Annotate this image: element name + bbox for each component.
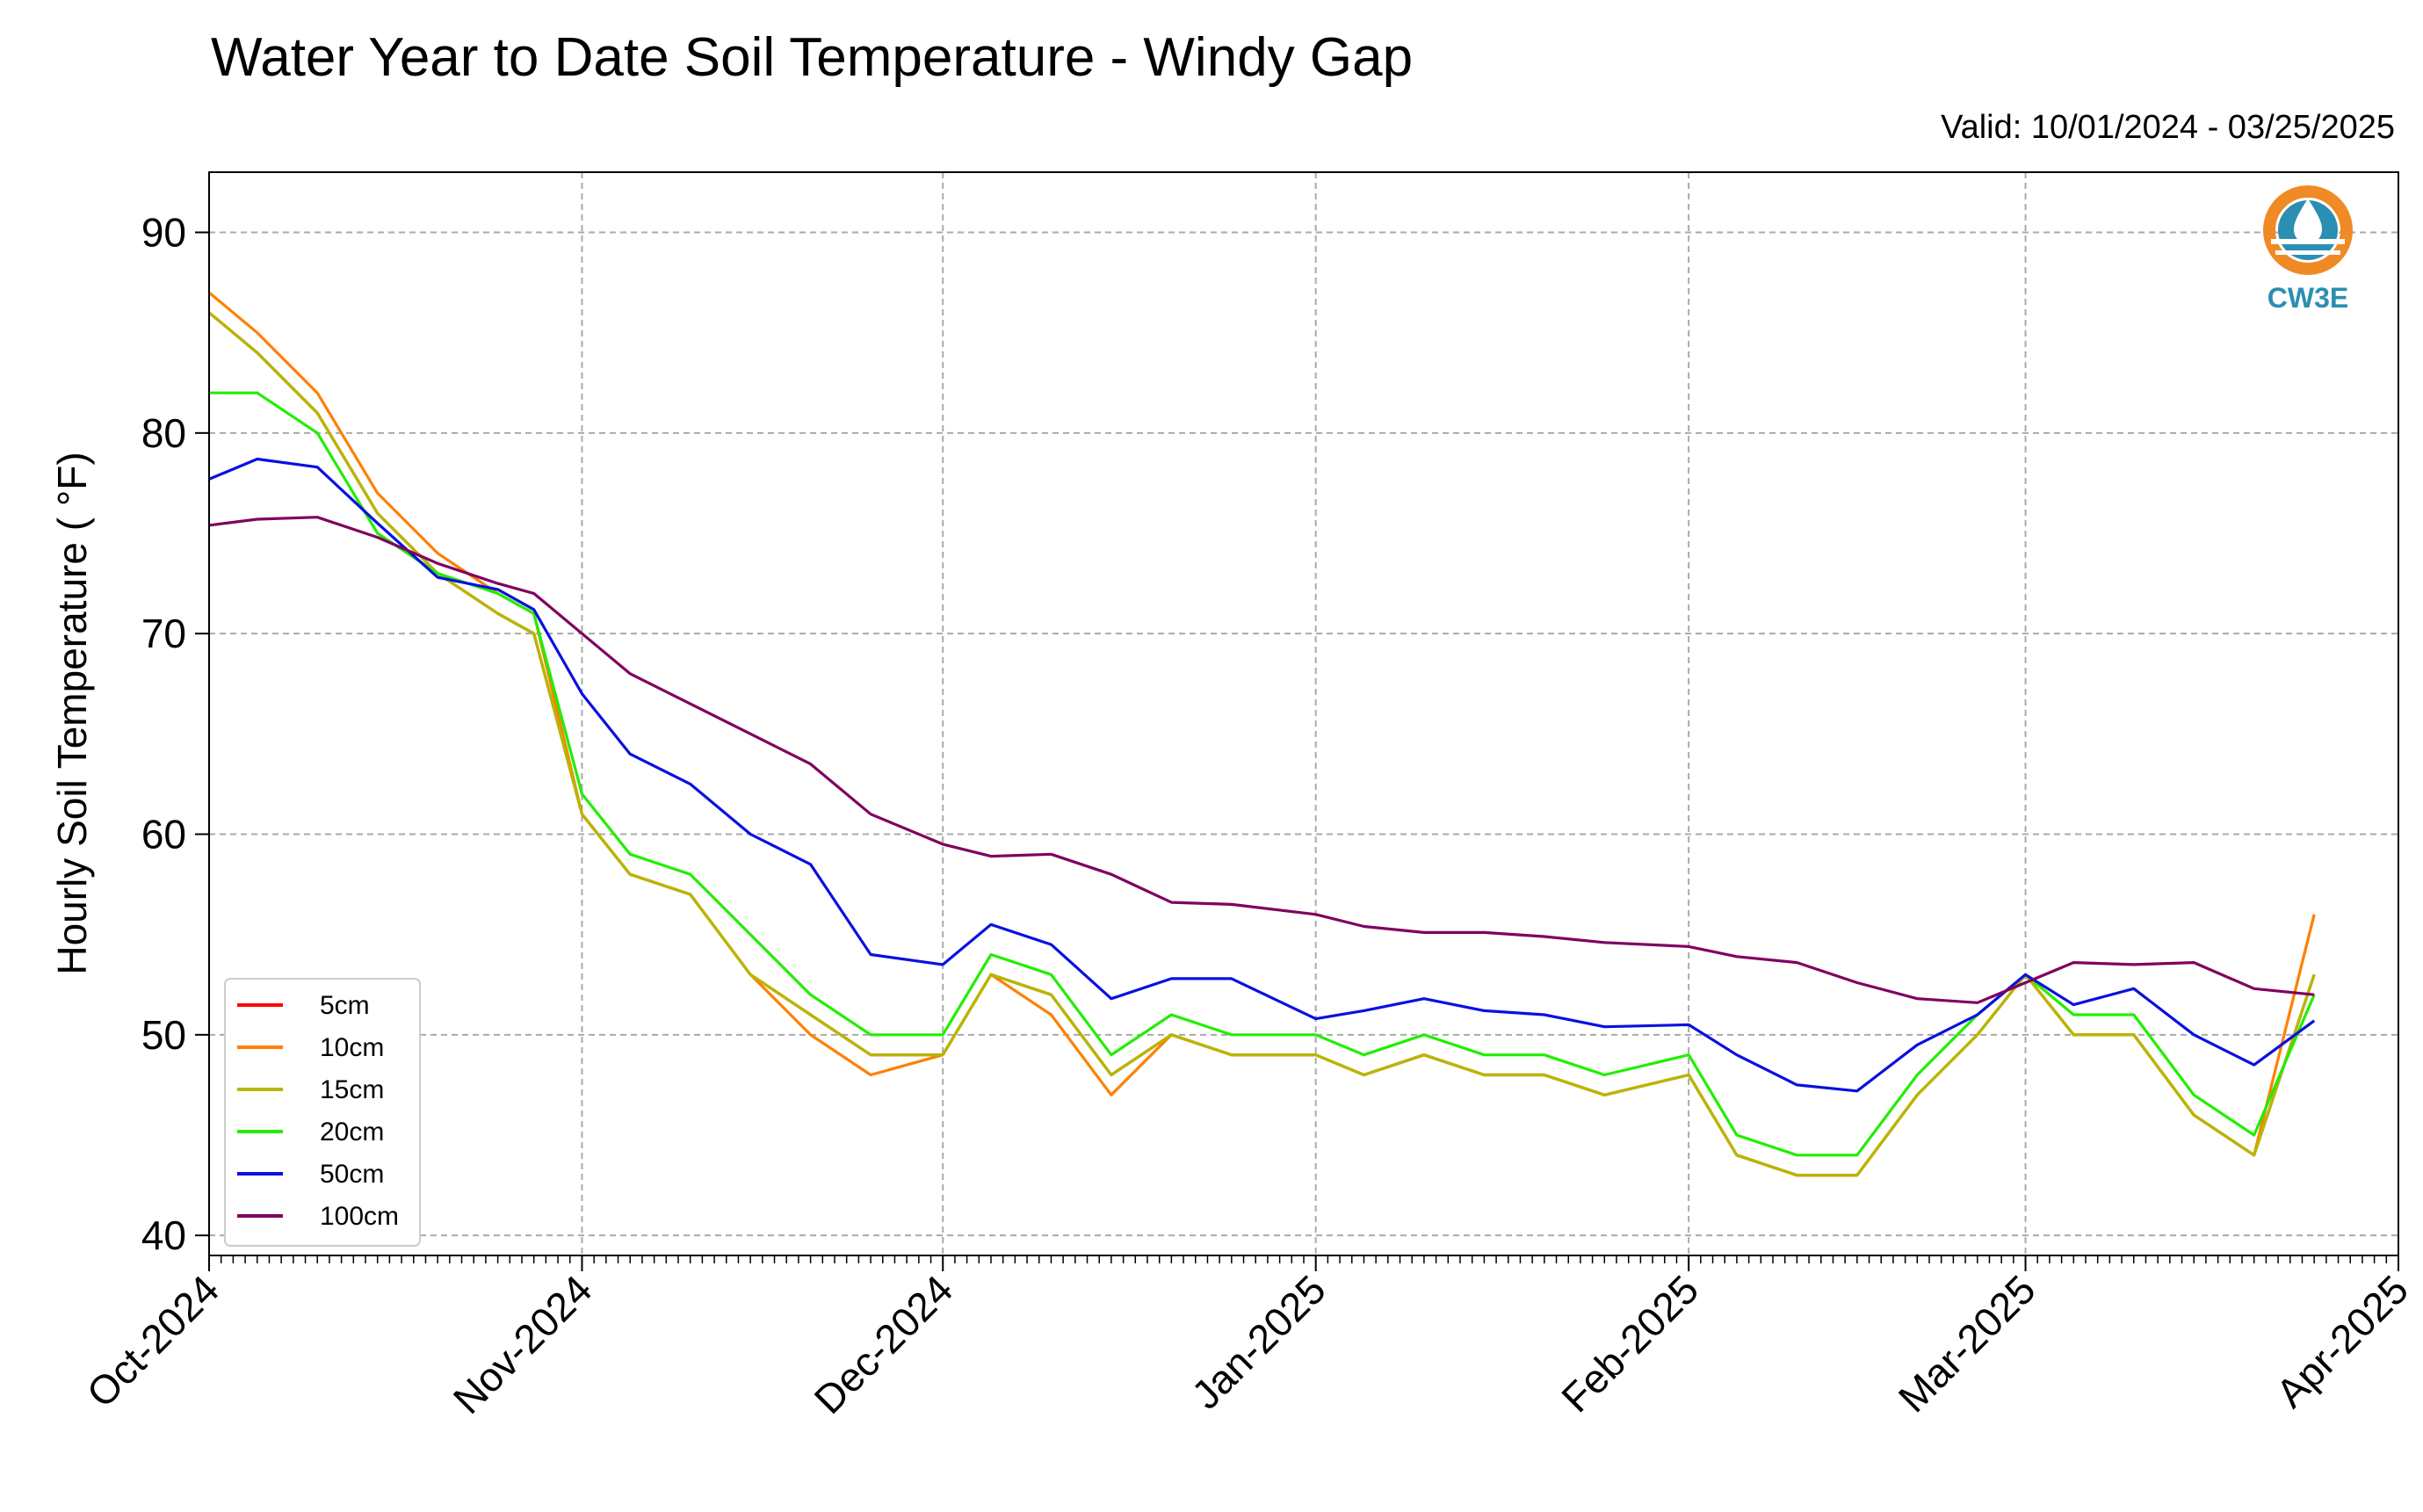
logo-text: CW3E xyxy=(2267,282,2348,314)
x-tick-label: Apr-2025 xyxy=(2267,1266,2417,1416)
legend-label: 5cm xyxy=(320,991,370,1020)
series-line-50cm xyxy=(208,457,2316,1093)
series-line-10cm xyxy=(207,291,2316,1177)
y-tick-label: 60 xyxy=(141,812,186,857)
x-tick-label: Nov-2024 xyxy=(445,1266,601,1422)
legend-label: 50cm xyxy=(320,1160,384,1189)
x-tick-label: Feb-2025 xyxy=(1552,1266,1707,1421)
axes: Oct-2024 Nov-2024 Dec-2024 Jan-2025 Feb-2025… xyxy=(78,210,2418,1423)
series-line-20cm xyxy=(209,391,2316,1157)
grid-lines xyxy=(208,172,2399,1255)
legend-label: 20cm xyxy=(320,1118,384,1147)
legend: 5cm 10cm 15cm 20cm 50cm 100cm xyxy=(224,978,421,1247)
chart-title: Water Year to Date Soil Temperature - Wi… xyxy=(211,27,1414,88)
plot-frame xyxy=(208,171,2399,1256)
cw3e-logo: CW3E xyxy=(2263,185,2353,314)
logo-wave-2 xyxy=(2275,250,2340,255)
legend-label: 15cm xyxy=(320,1075,384,1104)
y-tick-label: 40 xyxy=(141,1212,186,1258)
y-tick-label: 80 xyxy=(141,410,186,456)
x-tick-label: Mar-2025 xyxy=(1890,1266,2044,1421)
series-line-15cm xyxy=(207,311,2316,1177)
series-lines xyxy=(207,291,2316,1177)
y-axis-label: Hourly Soil Temperature ( °F) xyxy=(49,452,95,974)
x-tick-label: Oct-2024 xyxy=(78,1266,228,1416)
series-line-5cm xyxy=(207,311,2316,1177)
y-tick-label: 50 xyxy=(141,1012,186,1058)
valid-date-range: Valid: 10/01/2024 - 03/25/2025 xyxy=(1941,109,2395,146)
water-drop-icon xyxy=(2294,199,2322,244)
legend-label: 10cm xyxy=(320,1033,384,1062)
x-tick-label: Dec-2024 xyxy=(805,1266,961,1422)
y-tick-label: 90 xyxy=(141,210,186,256)
legend-label: 100cm xyxy=(320,1202,399,1231)
x-tick-label: Jan-2025 xyxy=(1183,1266,1334,1417)
y-tick-label: 70 xyxy=(141,611,186,656)
logo-ring xyxy=(2263,185,2353,275)
series-line-100cm xyxy=(208,516,2315,1004)
